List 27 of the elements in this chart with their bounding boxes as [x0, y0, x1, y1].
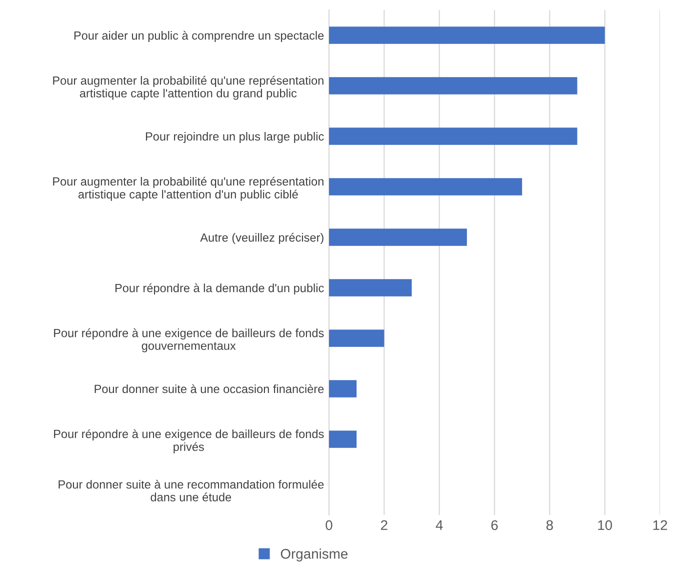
- bar: [329, 228, 467, 246]
- bar: [329, 430, 357, 448]
- y-tick-label: Autre (veuillez préciser): [200, 232, 324, 244]
- y-tick-label: Pour répondre à une exigence de bailleurs de fonds privés: [54, 429, 324, 454]
- x-tick-label: 0: [326, 520, 332, 530]
- bar: [329, 380, 357, 398]
- bar: [329, 26, 605, 44]
- x-tick-label: 4: [436, 520, 443, 530]
- bar: [329, 128, 578, 145]
- legend-label: Organisme: [280, 548, 348, 562]
- x-tick-label: 8: [546, 520, 553, 530]
- x-tick-label: 2: [381, 520, 388, 530]
- y-tick-label: Pour aider un public à comprendre un spectacle: [74, 30, 324, 42]
- y-tick-label: Pour donner suite à une recommandation formulée dans une étude: [58, 480, 324, 502]
- x-tick-label: 12: [653, 520, 668, 530]
- y-tick-label: Pour répondre à une exigence de bailleurs de fonds gouvernementaux: [54, 328, 324, 352]
- y-tick-label: Pour augmenter la probabilité qu'une représentation artistique capte l'attention d'un public ciblé: [53, 176, 324, 201]
- y-tick-label: Pour augmenter la probabilité qu'une représentation artistique capte l'attention du grand public: [53, 76, 324, 100]
- bar: [329, 330, 384, 347]
- x-tick-label: 6: [491, 520, 498, 530]
- x-tick-label: 10: [598, 520, 612, 530]
- bar: [329, 178, 522, 196]
- y-tick-label: Pour rejoindre un plus large public: [146, 132, 324, 143]
- y-tick-label: Pour donner suite à une occasion financière: [94, 384, 324, 394]
- y-tick-label: Pour répondre à la demande d'un public: [115, 283, 324, 295]
- bar: [329, 279, 412, 296]
- bar: [329, 77, 578, 94]
